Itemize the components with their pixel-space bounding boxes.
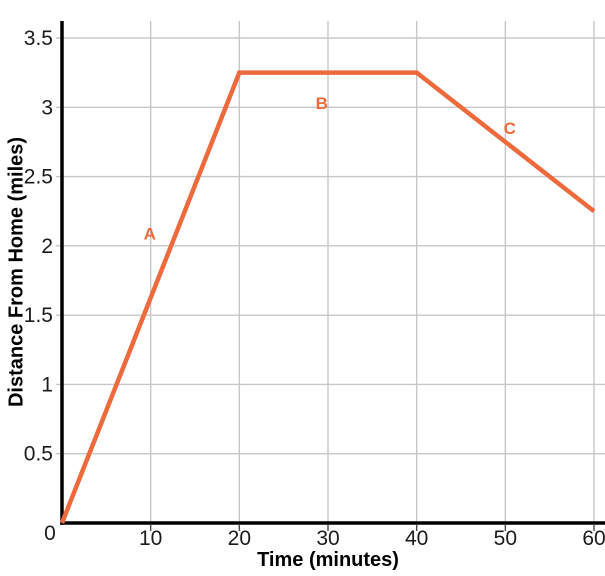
y-axis-title: Distance From Home (miles)	[5, 136, 28, 408]
x-axis-title: Time (minutes)	[257, 549, 399, 571]
y-tick-label: 1	[41, 373, 53, 396]
y-tick-label: 3.5	[24, 27, 53, 50]
x-tick-label: 40	[405, 527, 428, 550]
x-tick-label: 30	[316, 527, 339, 550]
y-tick-label: 0.5	[24, 443, 53, 466]
x-tick-label: 10	[139, 527, 162, 550]
x-tick-label: 50	[494, 527, 517, 550]
y-tick-label: 1.5	[24, 304, 53, 327]
segment-label-A: A	[144, 224, 156, 243]
x-tick-label: 20	[228, 527, 251, 550]
segment-label-B: B	[316, 94, 328, 113]
y-tick-label: 2.5	[24, 166, 53, 189]
x-tick-label: 60	[582, 527, 605, 550]
x-tick-label: 0	[44, 522, 56, 545]
y-tick-label: 2	[41, 235, 53, 258]
y-tick-label: 3	[41, 96, 53, 119]
data-line-distance-from-home	[59, 70, 596, 524]
segment-label-C: C	[504, 119, 516, 138]
